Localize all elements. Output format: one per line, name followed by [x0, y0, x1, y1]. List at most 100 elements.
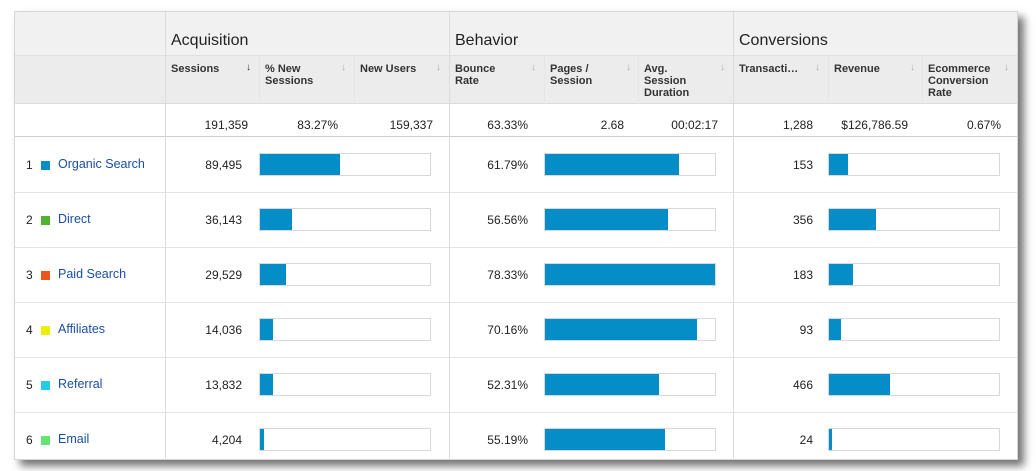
transactions-share-bar [829, 429, 833, 450]
series-color-swatch [41, 436, 50, 445]
sort-icon[interactable]: ↓ [910, 62, 915, 73]
sort-icon[interactable]: ↓ [436, 62, 441, 73]
header-avg-session-duration[interactable]: Avg. Session Duration [644, 63, 690, 99]
transactions-share-bar-track [828, 373, 1000, 396]
sessions-value: 29,529 [205, 268, 242, 282]
sort-desc-icon[interactable]: ↓ [246, 62, 251, 73]
bounce-rate-value: 55.19% [487, 433, 528, 447]
sort-icon[interactable]: ↓ [815, 62, 820, 73]
channel-link[interactable]: Referral [58, 377, 103, 391]
bounce-rate-bar [545, 429, 665, 450]
transactions-value: 93 [799, 323, 813, 337]
group-conversions: Conversions [739, 32, 828, 49]
total-revenue: $126,786.59 [841, 118, 908, 132]
group-behavior: Behavior [455, 32, 519, 49]
sessions-value: 14,036 [205, 323, 242, 337]
transactions-share-bar-track [828, 208, 1000, 231]
transactions-share-bar-track [828, 263, 1000, 286]
sessions-value: 89,495 [205, 158, 242, 172]
column-divider [828, 56, 829, 104]
sort-icon[interactable]: ↓ [1004, 62, 1009, 73]
transactions-value: 183 [792, 268, 813, 282]
sessions-share-bar [260, 319, 274, 340]
total-bounce-rate: 63.33% [487, 118, 528, 132]
totals-row [15, 104, 1017, 137]
header-ecommerce-conversion-rate[interactable]: Ecommerce Conversion Rate [928, 63, 991, 99]
series-color-swatch [41, 326, 50, 335]
channel-link[interactable]: Direct [58, 212, 91, 226]
column-divider [354, 56, 355, 104]
header-pct-new-sessions[interactable]: % New Sessions [265, 63, 314, 87]
transactions-share-bar [829, 374, 891, 395]
transactions-value: 356 [792, 213, 813, 227]
total-ecommerce-conversion-rate: 0.67% [966, 118, 1001, 132]
sessions-share-bar [260, 154, 340, 175]
header-transactions[interactable]: Transacti… [739, 63, 799, 75]
row-index: 1 [26, 158, 33, 172]
series-color-swatch [41, 161, 50, 170]
column-divider [922, 56, 923, 104]
sort-icon[interactable]: ↓ [531, 62, 536, 73]
sessions-share-bar-track [259, 208, 431, 231]
transactions-value: 24 [799, 433, 813, 447]
channel-link[interactable]: Affiliates [58, 322, 106, 336]
metric-header-row [15, 56, 1017, 104]
transactions-share-bar [829, 209, 876, 230]
total-transactions: 1,288 [782, 118, 813, 132]
bounce-rate-bar [545, 264, 715, 285]
sessions-share-bar-track [259, 318, 431, 341]
sessions-share-bar [260, 209, 293, 230]
bounce-rate-value: 52.31% [487, 378, 528, 392]
report-table-frame: Acquisition Behavior Conversions Session… [14, 11, 1018, 460]
column-divider [544, 56, 545, 104]
transactions-share-bar [829, 319, 842, 340]
bounce-rate-bar [545, 374, 659, 395]
header-sessions[interactable]: Sessions [171, 63, 220, 75]
sessions-share-bar-track [259, 263, 431, 286]
explorer-table: Acquisition Behavior Conversions Session… [15, 12, 1017, 459]
sessions-value: 4,204 [211, 433, 242, 447]
total-sessions: 191,359 [204, 118, 248, 132]
channel-link[interactable]: Email [58, 432, 90, 446]
transactions-share-bar-track [828, 428, 1000, 451]
bounce-rate-bar-track [544, 208, 716, 231]
bounce-rate-bar [545, 319, 698, 340]
sessions-share-bar [260, 429, 265, 450]
transactions-share-bar [829, 154, 849, 175]
series-color-swatch [41, 216, 50, 225]
table-row: 3 Paid Search 29,529 78.33% 183 [15, 248, 1017, 303]
sort-icon[interactable]: ↓ [626, 62, 631, 73]
bounce-rate-bar-track [544, 153, 716, 176]
table-row: 6 Email 4,204 55.19% 24 [15, 413, 1017, 459]
channel-link[interactable]: Paid Search [58, 267, 127, 281]
channel-link[interactable]: Organic Search [58, 157, 145, 171]
sort-icon[interactable]: ↓ [341, 62, 346, 73]
bounce-rate-value: 61.79% [487, 158, 528, 172]
transactions-share-bar-track [828, 153, 1000, 176]
header-pages-session[interactable]: Pages / Session [550, 63, 593, 87]
header-new-users[interactable]: New Users [360, 63, 417, 75]
transactions-value: 466 [792, 378, 813, 392]
bounce-rate-bar-track [544, 428, 716, 451]
header-bounce-rate[interactable]: Bounce Rate [455, 63, 496, 87]
column-divider [165, 12, 166, 459]
total-pct-new-sessions: 83.27% [297, 118, 338, 132]
bounce-rate-bar-track [544, 373, 716, 396]
row-index: 4 [26, 323, 33, 337]
row-index: 6 [26, 433, 33, 447]
total-pages-session: 2.68 [600, 118, 624, 132]
series-color-swatch [41, 271, 50, 280]
bounce-rate-value: 56.56% [487, 213, 528, 227]
sessions-value: 13,832 [205, 378, 242, 392]
column-divider [733, 12, 734, 459]
group-acquisition: Acquisition [171, 32, 249, 49]
header-revenue[interactable]: Revenue [834, 63, 880, 75]
bounce-rate-bar-track [544, 318, 716, 341]
table-row: 1 Organic Search 89,495 61.79% 153 [15, 138, 1017, 193]
table-row: 5 Referral 13,832 52.31% 466 [15, 358, 1017, 413]
bounce-rate-value: 70.16% [487, 323, 528, 337]
sort-icon[interactable]: ↓ [720, 62, 725, 73]
series-color-swatch [41, 381, 50, 390]
sessions-share-bar [260, 374, 274, 395]
bounce-rate-bar [545, 209, 668, 230]
